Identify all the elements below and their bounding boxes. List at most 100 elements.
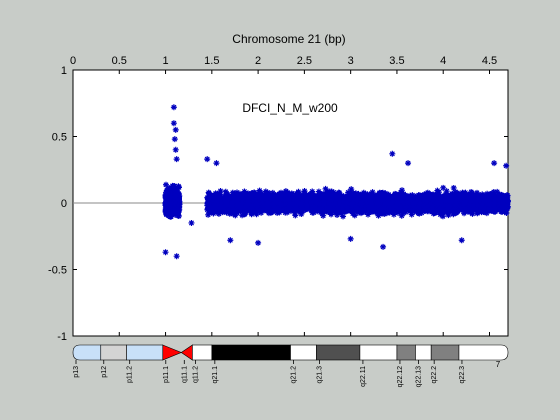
data-point bbox=[270, 193, 277, 200]
data-point bbox=[447, 207, 454, 214]
data-point bbox=[338, 205, 345, 212]
data-point bbox=[375, 207, 382, 214]
x-tick-label: 4 bbox=[440, 55, 446, 67]
data-point bbox=[207, 193, 214, 200]
data-point bbox=[317, 209, 324, 216]
data-point bbox=[490, 188, 497, 195]
data-point bbox=[485, 205, 492, 212]
data-point bbox=[481, 198, 488, 205]
y-tick-label: 0 bbox=[61, 198, 67, 210]
data-point bbox=[385, 191, 392, 198]
data-point bbox=[484, 190, 491, 197]
data-point bbox=[288, 190, 295, 197]
x-tick-label: 3.5 bbox=[389, 55, 404, 67]
data-point bbox=[279, 195, 286, 202]
data-point bbox=[482, 201, 489, 208]
data-point bbox=[424, 189, 431, 196]
data-point bbox=[365, 211, 372, 218]
data-point bbox=[294, 191, 301, 198]
data-point bbox=[334, 211, 341, 218]
data-point bbox=[503, 206, 510, 213]
data-point bbox=[467, 209, 474, 216]
data-point bbox=[171, 207, 178, 214]
data-point bbox=[224, 208, 231, 215]
y-tick-label: 0.5 bbox=[52, 132, 67, 144]
data-point bbox=[307, 206, 314, 213]
data-point bbox=[328, 192, 335, 199]
data-point bbox=[217, 187, 224, 194]
data-point bbox=[408, 211, 415, 218]
data-point bbox=[330, 189, 337, 196]
data-point bbox=[418, 209, 425, 216]
data-point bbox=[317, 191, 324, 198]
data-point bbox=[375, 212, 382, 219]
data-point bbox=[168, 193, 175, 200]
data-point bbox=[168, 202, 175, 209]
data-point bbox=[168, 185, 175, 192]
x-tick-label: 0 bbox=[70, 55, 76, 67]
data-point bbox=[172, 199, 179, 206]
data-point bbox=[205, 198, 212, 205]
data-point bbox=[398, 212, 405, 219]
data-point bbox=[222, 207, 229, 214]
data-point bbox=[162, 193, 169, 200]
data-point bbox=[310, 209, 317, 216]
data-point bbox=[338, 210, 345, 217]
data-point bbox=[229, 189, 236, 196]
data-point bbox=[221, 193, 228, 200]
data-point bbox=[163, 202, 170, 209]
data-point bbox=[410, 197, 417, 204]
data-point bbox=[284, 209, 291, 216]
data-point bbox=[173, 190, 180, 197]
data-point bbox=[474, 199, 481, 206]
data-point bbox=[230, 210, 237, 217]
data-point bbox=[309, 188, 316, 195]
data-point bbox=[210, 210, 217, 217]
data-point bbox=[475, 200, 482, 207]
y-tick-label: 1 bbox=[61, 65, 67, 77]
data-point bbox=[469, 189, 476, 196]
data-point bbox=[236, 190, 243, 197]
data-point bbox=[440, 184, 447, 191]
data-point bbox=[398, 187, 405, 194]
y-tick-label: -0.5 bbox=[48, 265, 67, 277]
data-point bbox=[434, 187, 441, 194]
data-point bbox=[336, 189, 343, 196]
data-point bbox=[400, 191, 407, 198]
data-point bbox=[438, 210, 445, 217]
chart-title: Chromosome 21 (bp) bbox=[232, 32, 345, 46]
data-point bbox=[289, 194, 296, 201]
data-point bbox=[489, 194, 496, 201]
data-point bbox=[456, 204, 463, 211]
data-point bbox=[162, 206, 169, 213]
data-point bbox=[340, 202, 347, 209]
data-point bbox=[233, 209, 240, 216]
data-point bbox=[401, 207, 408, 214]
data-point bbox=[284, 202, 291, 209]
data-point bbox=[322, 185, 329, 192]
data-point bbox=[206, 190, 213, 197]
x-tick-label: 2 bbox=[255, 55, 261, 67]
data-point bbox=[163, 209, 170, 216]
data-point bbox=[449, 190, 456, 197]
data-point bbox=[162, 181, 169, 188]
data-point bbox=[204, 194, 211, 201]
data-point bbox=[390, 211, 397, 218]
data-point bbox=[326, 208, 333, 215]
data-point bbox=[352, 190, 359, 197]
data-point bbox=[452, 188, 459, 195]
data-point bbox=[459, 189, 466, 196]
x-tick-label: 3 bbox=[348, 55, 354, 67]
data-point bbox=[320, 212, 327, 219]
data-point bbox=[399, 210, 406, 217]
data-point bbox=[315, 188, 322, 195]
axes: 0 0.5 1 1.5 2 2.5 3 3.5 4 4.5-1-0.500.51 bbox=[48, 55, 508, 343]
data-point bbox=[391, 208, 398, 215]
data-point bbox=[450, 184, 457, 191]
data-point bbox=[239, 212, 246, 219]
x-tick-label: 1.5 bbox=[204, 55, 219, 67]
data-point bbox=[439, 213, 446, 220]
data-point bbox=[348, 186, 355, 193]
data-point bbox=[397, 202, 404, 209]
